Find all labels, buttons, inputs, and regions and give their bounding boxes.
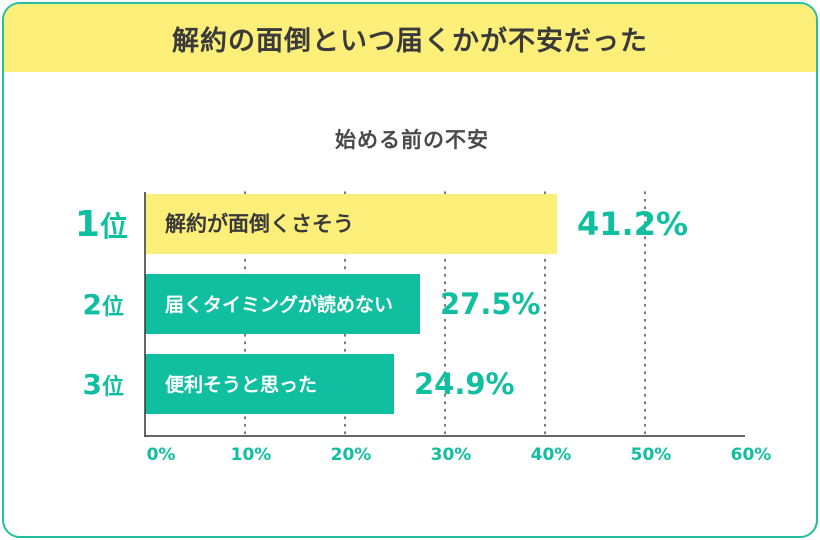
- rank-label: 3位: [83, 368, 125, 401]
- x-tick-label: 30%: [431, 445, 472, 465]
- chart-heading: 解約の面倒といつ届くかが不安だった: [172, 25, 648, 57]
- chart-title: 始める前の不安: [335, 128, 489, 152]
- rank-label: 2位: [83, 288, 125, 321]
- x-tick-label: 10%: [231, 445, 272, 465]
- x-tick-label: 0%: [147, 445, 176, 465]
- category-label: 便利そうと思った: [165, 374, 317, 396]
- value-label: 24.9%: [414, 367, 515, 401]
- bar-2: [145, 274, 420, 334]
- category-label: 解約が面倒くさそう: [165, 212, 354, 236]
- rank-label: 1位: [75, 204, 128, 245]
- x-tick-label: 20%: [331, 445, 372, 465]
- x-tick-label: 40%: [531, 445, 572, 465]
- bar-3: [145, 354, 394, 414]
- title-banner: 解約の面倒といつ届くかが不安だった: [4, 4, 816, 72]
- x-tick-label: 60%: [731, 445, 772, 465]
- value-label: 27.5%: [440, 287, 541, 321]
- value-label: 41.2%: [577, 205, 688, 243]
- category-label: 届くタイミングが読めない: [165, 293, 393, 316]
- x-tick-label: 50%: [631, 445, 672, 465]
- bar-1: [145, 194, 557, 254]
